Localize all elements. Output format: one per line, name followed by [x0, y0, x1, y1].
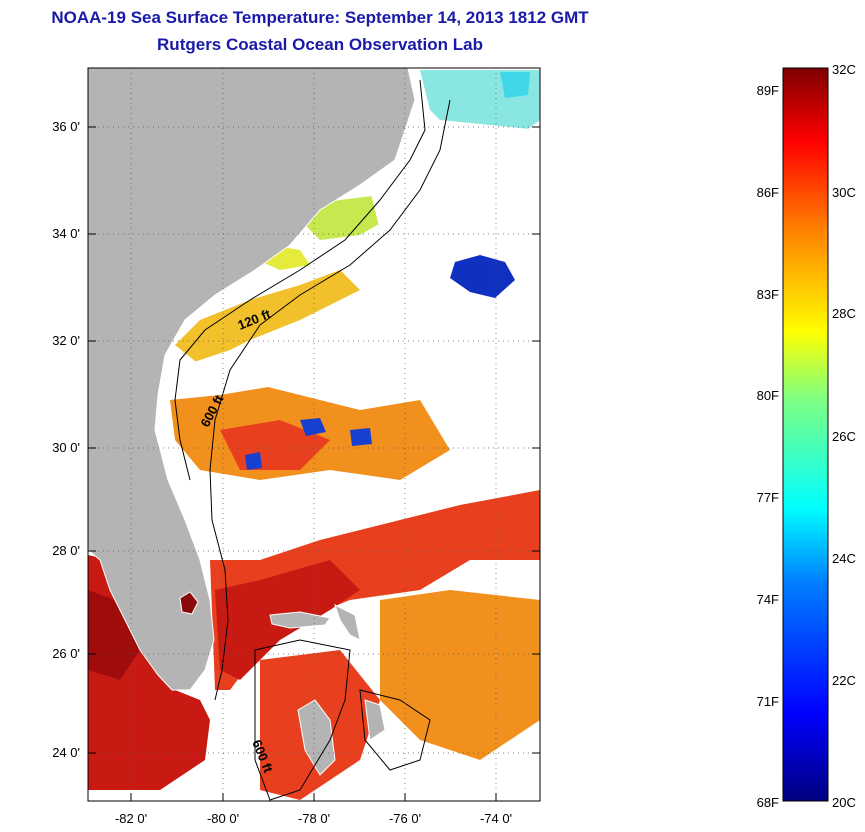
lat-label-30: 30 0' — [52, 440, 80, 455]
colorbar-f-86: 86F — [757, 185, 779, 200]
lon-label-76: -76 0' — [389, 811, 421, 826]
colorbar-f-74: 74F — [757, 592, 779, 607]
contour-120ft — [174, 79, 426, 481]
graticule — [88, 68, 540, 801]
colorbar-f-83: 83F — [757, 287, 779, 302]
colorbar-c-26: 26C — [832, 429, 856, 444]
bahamas-eleuthera — [364, 699, 386, 741]
colorbar-c-24: 24C — [832, 551, 856, 566]
colorbar-f-68: 68F — [757, 795, 779, 810]
gulf-hot-core — [88, 590, 140, 680]
colorbar-f-77: 77F — [757, 490, 779, 505]
sst-field — [88, 70, 540, 800]
colorbar-f-89: 89F — [757, 83, 779, 98]
cloud-central — [360, 300, 540, 480]
map-subtitle: Rutgers Coastal Ocean Observation Lab — [157, 35, 483, 54]
colorbar-f-80: 80F — [757, 388, 779, 403]
contour-bahamas-600ft — [254, 639, 351, 801]
cold-eddy — [450, 255, 515, 298]
lat-label-24: 24 0' — [52, 745, 80, 760]
cloud-west — [170, 340, 340, 400]
contour-600ft — [209, 99, 451, 701]
cloud-north — [360, 120, 540, 250]
colorbar-c-32: 32C — [832, 62, 856, 77]
axis-ticks — [88, 126, 540, 801]
bahamas-abaco — [334, 604, 361, 641]
colorbar-f-71: 71F — [757, 694, 779, 709]
lon-label-74: -74 0' — [480, 811, 512, 826]
lon-label-78: -78 0' — [298, 811, 330, 826]
lon-label-80: -80 0' — [207, 811, 239, 826]
gulf-stream-warm — [210, 490, 540, 690]
lat-label-36: 36 0' — [52, 119, 80, 134]
lake-okeechobee — [179, 591, 199, 615]
northern-cyan-patch — [500, 72, 530, 98]
colorbar-c-20: 20C — [832, 795, 856, 810]
land-us-coast — [87, 67, 416, 691]
colorbar-c-30: 30C — [832, 185, 856, 200]
colorbar-c-28: 28C — [832, 306, 856, 321]
colorbar — [782, 67, 829, 802]
map-title: NOAA-19 Sea Surface Temperature: Septemb… — [51, 8, 589, 27]
bahamas-grand — [269, 611, 331, 629]
contour-bahamas-2 — [359, 689, 431, 771]
atlantic-orange-east — [380, 590, 540, 760]
colorbar-c-22: 22C — [832, 673, 856, 688]
lat-label-26: 26 0' — [52, 646, 80, 661]
bahamas-andros — [297, 699, 336, 776]
lat-label-34: 34 0' — [52, 226, 80, 241]
lat-label-32: 32 0' — [52, 333, 80, 348]
lat-label-28: 28 0' — [52, 543, 80, 558]
lon-label-82: -82 0' — [115, 811, 147, 826]
